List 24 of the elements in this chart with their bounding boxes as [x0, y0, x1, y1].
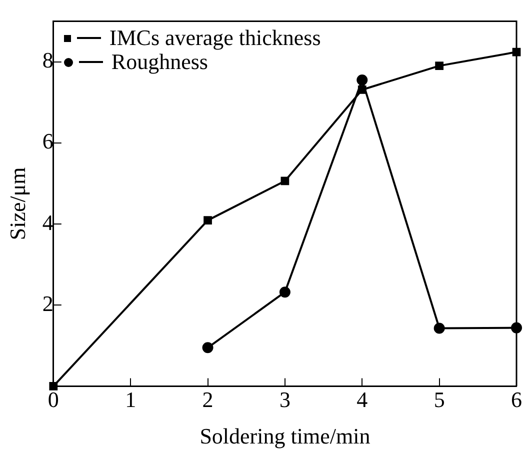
y-tick-label: 4 [42, 210, 54, 235]
legend-label: IMCs average thickness [109, 25, 321, 50]
x-tick-label: 1 [125, 387, 136, 412]
point [204, 216, 212, 225]
point [358, 86, 366, 94]
point [49, 382, 58, 390]
point [280, 176, 290, 186]
x-tick-label: 5 [434, 387, 445, 412]
y-axis-title: Size/μm [4, 167, 30, 240]
x-tick-label: 0 [48, 387, 59, 412]
point [356, 74, 368, 86]
point [435, 62, 444, 70]
y-tick-label: 6 [42, 128, 54, 154]
x-axis-title: Soldering time/min [200, 424, 370, 449]
y-tick-label: 2 [42, 290, 54, 316]
x-tick-label: 3 [279, 387, 290, 412]
y-tick-label: 8 [42, 48, 54, 73]
legend-label: Roughness [111, 49, 208, 74]
x-tick-label: 6 [511, 387, 522, 412]
x-tick-label: 4 [356, 387, 368, 412]
x-tick-label: 2 [202, 387, 214, 412]
point [434, 322, 445, 334]
point [202, 342, 214, 354]
point [279, 286, 290, 298]
